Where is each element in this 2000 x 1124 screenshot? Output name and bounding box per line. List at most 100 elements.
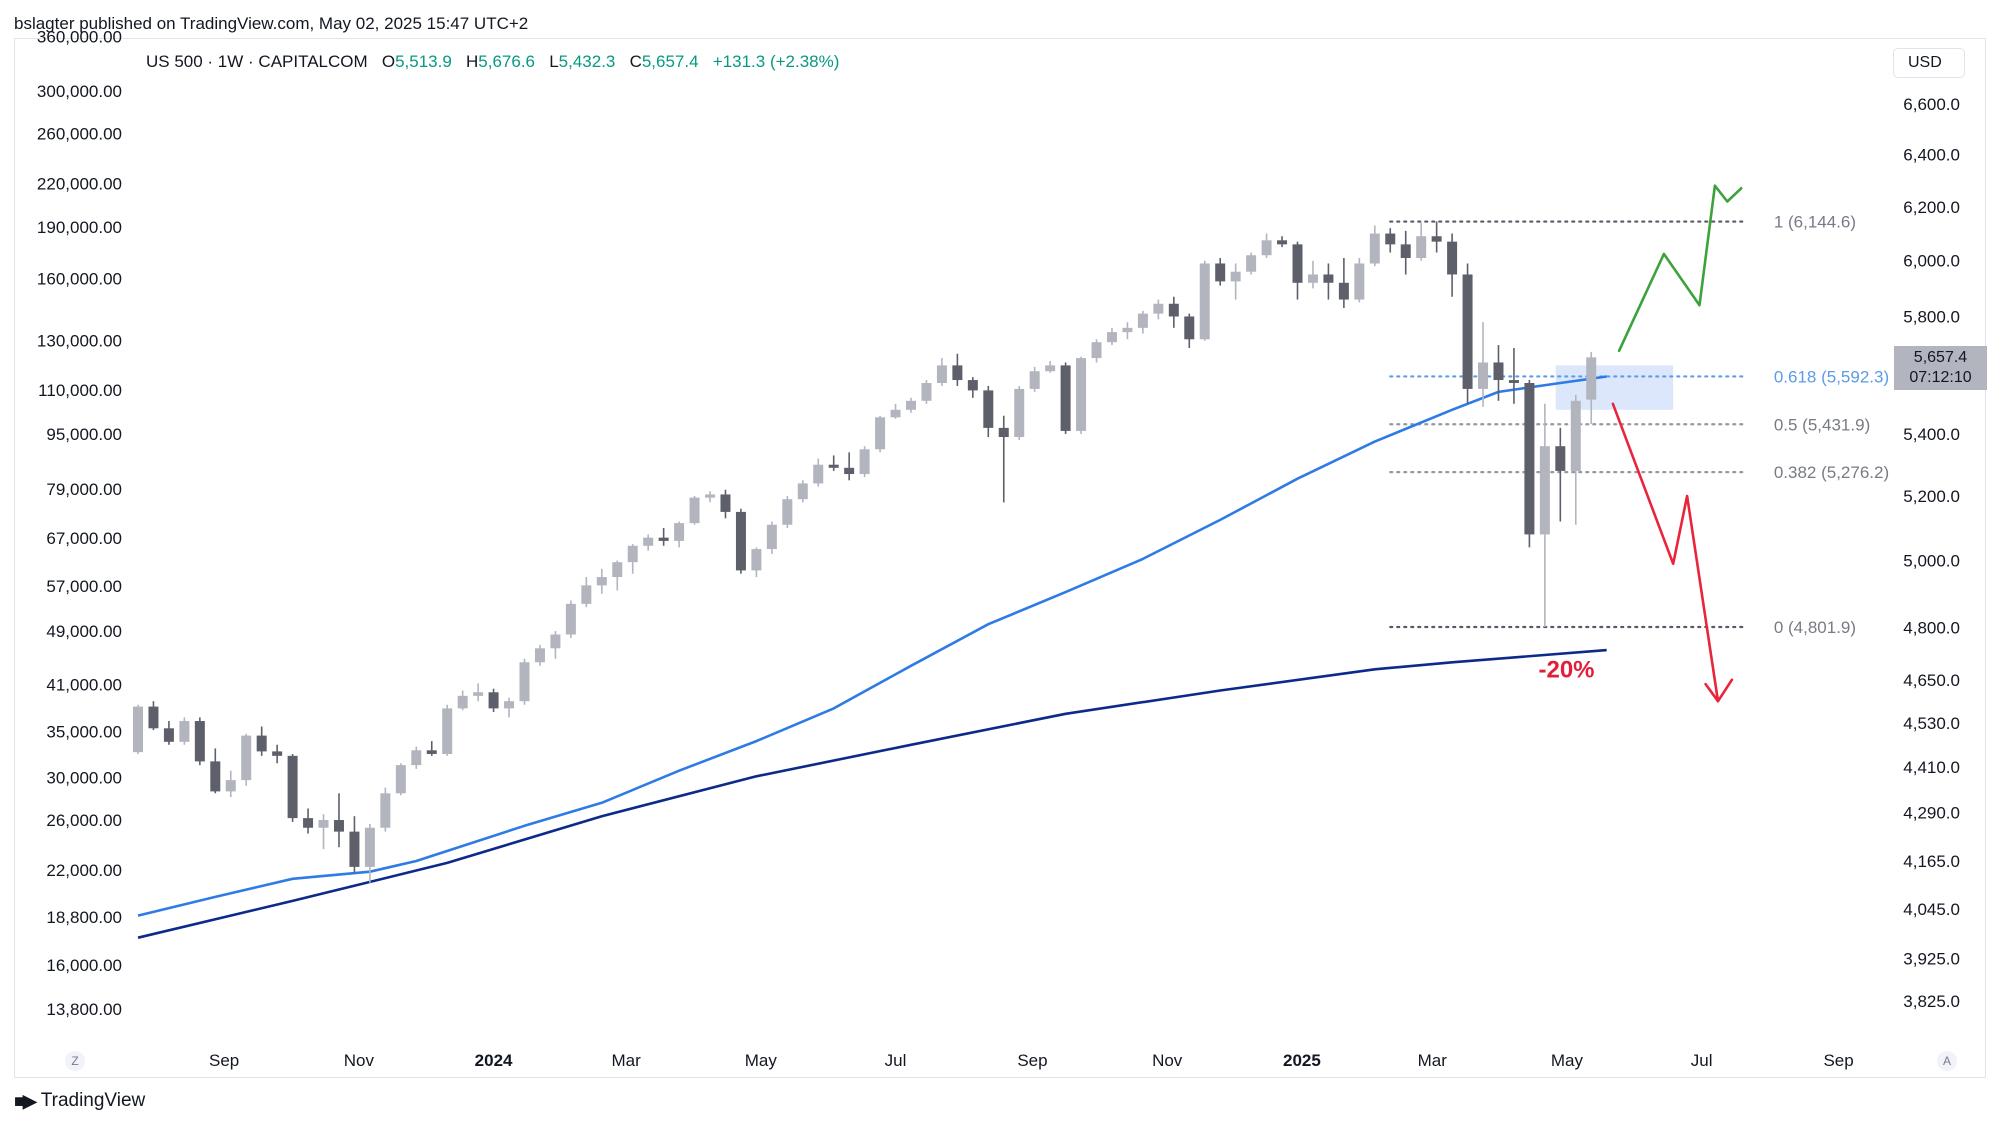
right-axis-tick-label: 5,400.0 xyxy=(1903,425,1960,444)
bearish-scenario-arrow xyxy=(1611,402,1734,703)
candle-body xyxy=(333,820,344,832)
left-axis-tick-label: 220,000.00 xyxy=(37,174,122,193)
candle-body xyxy=(1014,388,1025,438)
tradingview-brand[interactable]: ■▶ TradingView xyxy=(14,1090,145,1112)
fib-level-label: 1 (6,144.6) xyxy=(1774,213,1856,232)
time-axis-label: 2024 xyxy=(475,1051,513,1070)
tradingview-logo-icon: ■▶ xyxy=(14,1090,37,1111)
candle-body xyxy=(1261,240,1272,256)
change-value: +131.3 (+2.38%) xyxy=(712,52,840,71)
drop-percentage-label: -20% xyxy=(1538,656,1594,683)
left-axis-tick-label: 18,800.00 xyxy=(46,908,122,927)
candle-body xyxy=(844,467,855,475)
fib-level-label: 0.618 (5,592.3) xyxy=(1774,367,1889,386)
scenario-arrows[interactable]: -20% xyxy=(1538,184,1743,703)
left-axis-tick-label: 79,000.00 xyxy=(46,480,122,499)
candle-body xyxy=(179,721,190,742)
time-axis-label: May xyxy=(1551,1051,1584,1070)
candle-body xyxy=(921,383,932,401)
candle-body xyxy=(1555,446,1566,471)
auto-scale-left-button[interactable]: Z xyxy=(65,1051,85,1071)
candle-body xyxy=(303,818,314,828)
candle-body xyxy=(1091,342,1102,359)
time-axis-label: Jul xyxy=(1691,1051,1713,1070)
candle-body xyxy=(627,545,638,563)
candle-body xyxy=(287,755,298,819)
left-axis-tick-label: 67,000.00 xyxy=(46,529,122,548)
time-axis-label: Jul xyxy=(885,1051,907,1070)
candle-body xyxy=(395,765,406,794)
candle-body xyxy=(1168,303,1179,317)
left-axis-tick-label: 13,800.00 xyxy=(46,1000,122,1019)
close-value: 5,657.4 xyxy=(641,52,699,71)
right-axis-tick-label: 6,000.0 xyxy=(1903,252,1960,271)
left-axis-tick-label: 360,000.00 xyxy=(37,28,122,47)
candle-body xyxy=(674,523,685,541)
last-price-badge: 5,657.4 07:12:10 xyxy=(1894,346,1987,390)
candle-body xyxy=(1431,236,1442,242)
left-axis-tick-label: 35,000.00 xyxy=(46,723,122,742)
candle-body xyxy=(225,780,236,792)
time-axis-label: Nov xyxy=(344,1051,375,1070)
candle-body xyxy=(457,695,468,709)
candle-body xyxy=(534,648,545,663)
currency-button[interactable]: USD xyxy=(1893,48,1965,78)
candle-body xyxy=(256,735,267,752)
left-axis-tick-label: 160,000.00 xyxy=(37,269,122,288)
candle-body xyxy=(936,365,947,384)
bullish-scenario-arrow xyxy=(1617,184,1743,353)
candle-body xyxy=(1524,383,1535,535)
candle-body xyxy=(1508,380,1519,384)
low-value: 5,432.3 xyxy=(558,52,616,71)
right-axis-tick-label: 6,200.0 xyxy=(1903,198,1960,217)
right-axis-tick-label: 4,650.0 xyxy=(1903,671,1960,690)
candle-body xyxy=(550,634,561,649)
candle-body xyxy=(952,365,963,381)
candle-body xyxy=(1230,271,1241,282)
candle-body xyxy=(1277,240,1288,245)
candle-body xyxy=(875,417,886,450)
candle-body xyxy=(890,409,901,418)
left-axis-tick-label: 41,000.00 xyxy=(46,675,122,694)
last-price: 5,657.4 xyxy=(1913,349,1968,366)
candle-body xyxy=(906,400,916,410)
close-label: C xyxy=(629,52,642,71)
short-moving-average-line xyxy=(137,375,1607,917)
right-axis-tick-label: 6,600.0 xyxy=(1903,95,1960,114)
time-axis-label: Mar xyxy=(611,1051,641,1070)
chart-frame xyxy=(14,38,1986,1078)
candle-body xyxy=(1369,233,1380,264)
candle-body xyxy=(519,662,530,702)
candle-body xyxy=(148,706,159,729)
auto-scale-right-button[interactable]: A xyxy=(1937,1051,1957,1071)
candle-body xyxy=(1307,274,1318,283)
candle-body xyxy=(1400,244,1411,258)
right-axis-tick-label: 3,825.0 xyxy=(1903,992,1960,1011)
time-axis-label: 2025 xyxy=(1283,1051,1321,1070)
candle-body xyxy=(813,464,824,484)
right-axis-tick-label: 5,200.0 xyxy=(1903,487,1960,506)
right-axis-tick-label: 4,800.0 xyxy=(1903,619,1960,638)
candle-body xyxy=(751,549,762,571)
left-axis-tick-label: 30,000.00 xyxy=(46,768,122,787)
candlestick-series xyxy=(133,221,1597,883)
long-moving-average-line xyxy=(137,648,1607,939)
low-label: L xyxy=(549,52,559,71)
candle-body xyxy=(194,721,205,762)
candle-body xyxy=(1323,274,1334,283)
candle-body xyxy=(705,494,716,498)
fibonacci-retracement[interactable]: 1 (6,144.6) 0.618 (5,592.3) 0.5 (5,431.9) 0… xyxy=(1389,213,1889,637)
candle-body xyxy=(1076,358,1087,431)
candle-body xyxy=(1447,241,1458,275)
time-axis-label: Nov xyxy=(1152,1051,1183,1070)
right-axis-tick-label: 4,045.0 xyxy=(1903,900,1960,919)
candle-body xyxy=(364,827,375,867)
publisher-caption: bslagter published on TradingView.com, M… xyxy=(14,14,529,33)
candle-body xyxy=(1586,357,1597,400)
candle-body xyxy=(1060,365,1071,431)
candle-body xyxy=(1106,332,1117,343)
left-axis-tick-label: 190,000.00 xyxy=(37,218,122,237)
time-axis-label: Sep xyxy=(1823,1051,1853,1070)
candle-body xyxy=(1292,244,1303,283)
